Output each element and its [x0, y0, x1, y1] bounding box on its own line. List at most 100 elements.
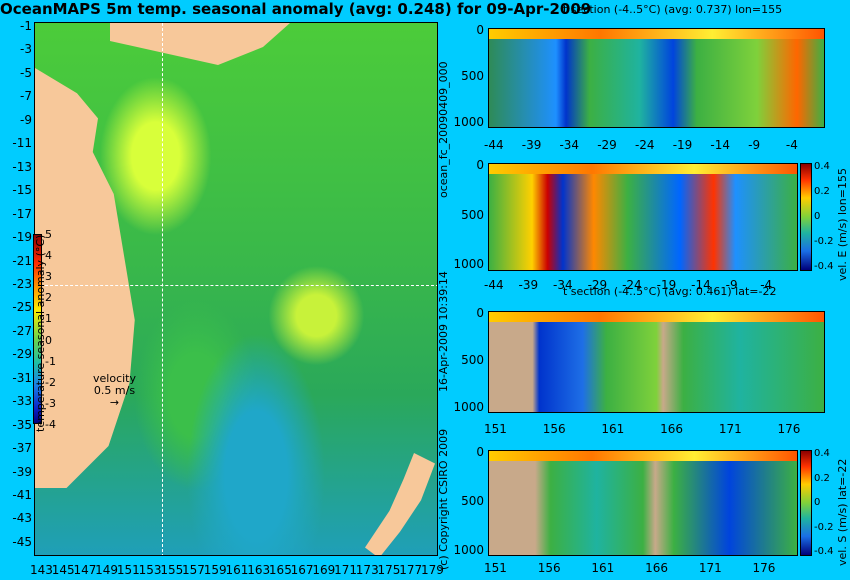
map-y-tick-label: -43 — [12, 511, 32, 526]
map-colorbar-tick-label: 5 — [45, 228, 52, 241]
map-y-tick-label: -41 — [12, 488, 32, 503]
section-x-tick-label: -44 — [484, 278, 504, 292]
section-x-tick-label: 161 — [601, 422, 625, 436]
section-title: t section (-4..5°C) (avg: 0.461) lat=-22 — [563, 285, 777, 298]
velocity-legend: velocity 0.5 m/s → — [93, 373, 136, 409]
map-colorbar-tick-label: 0 — [45, 333, 52, 347]
section-colorbar-tick-label: 0.2 — [814, 186, 830, 197]
section-colorbar-tick-label: -0.4 — [814, 546, 834, 557]
map-y-tick-label: -39 — [12, 464, 32, 479]
section-x-tick-label: 156 — [542, 422, 566, 436]
map-x-tick-label: 143 — [30, 563, 53, 577]
map-colorbar-tick-label: -1 — [45, 354, 56, 368]
section-colorbar-tick-label: -0.4 — [814, 261, 834, 272]
map-x-tick-label: 145 — [51, 563, 75, 577]
map-x-tick-label: 161 — [225, 563, 249, 577]
map-x-tick-label: 165 — [268, 563, 292, 577]
map-y-tick-label: -11 — [12, 136, 32, 151]
section-x-tick-label: -29 — [587, 278, 608, 292]
section-x-tick-label: 156 — [537, 561, 561, 575]
map-x-tick-label: 159 — [203, 563, 227, 577]
map-x-tick-label: 171 — [334, 563, 357, 577]
section-colorbar-label: vel. S (m/s) lat=-22 — [836, 458, 849, 566]
section-x-tick-label: -34 — [559, 138, 580, 152]
section-x-tick-label: -19 — [672, 138, 693, 152]
section-colorbar — [800, 450, 812, 556]
section-x-tick-label: -14 — [691, 278, 711, 292]
section-x-tick-label: -44 — [484, 138, 504, 152]
map-y-tick-label: -1 — [20, 19, 32, 33]
temperature-anomaly-map: velocity 0.5 m/s → — [34, 22, 438, 556]
map-x-tick-label: 147 — [73, 563, 97, 577]
map-x-tick-label: 167 — [290, 563, 314, 577]
section-panel-1 — [488, 28, 825, 128]
section-colorbar-tick-label: 0 — [814, 211, 821, 222]
section-x-tick-label: -39 — [521, 138, 542, 152]
map-title: OceanMAPS 5m temp. seasonal anomaly (avg… — [0, 0, 592, 18]
map-y-tick-label: -13 — [12, 159, 32, 174]
section-x-tick-label: -24 — [622, 278, 642, 292]
map-colorbar-label: temperature seasonal anomaly (°C) — [34, 234, 47, 432]
surface-band — [489, 451, 797, 461]
map-colorbar-tick-label: -3 — [45, 396, 56, 410]
section-colorbar-label: vel. E (m/s) lon=155 — [836, 168, 849, 281]
map-y-tick-label: -25 — [12, 300, 32, 315]
map-colorbar-tick-label: 2 — [45, 291, 52, 305]
map-y-tick-label: -33 — [12, 394, 32, 409]
section-y-tick-label: 1000 — [453, 399, 484, 414]
section-x-tick-label: -14 — [710, 138, 731, 152]
velocity-arrow-icon: → — [109, 396, 120, 409]
map-x-tick-label: 157 — [182, 563, 205, 577]
section-y-tick-label: 0 — [476, 445, 484, 459]
map-x-tick-label: 169 — [312, 563, 336, 577]
issue-label: 16-Apr-2009 10:39:14 — [437, 271, 450, 392]
section-x-tick-label: 176 — [752, 561, 776, 575]
section-x-tick-label: 176 — [777, 422, 801, 436]
section-y-tick-label: 500 — [461, 207, 484, 222]
map-x-tick-label: 177 — [399, 563, 423, 577]
section-x-tick-label: -29 — [597, 138, 617, 152]
surface-band — [489, 312, 824, 322]
section-x-tick-label: 151 — [484, 422, 507, 436]
section-x-tick-label: 151 — [484, 561, 507, 575]
section-x-tick-label: -39 — [518, 278, 539, 292]
velocity-value: 0.5 m/s — [93, 384, 136, 397]
section-x-tick-label: 166 — [645, 561, 669, 575]
section-panel-2 — [488, 163, 798, 271]
map-x-tick-label: 155 — [160, 563, 184, 577]
section-colorbar-tick-label: -0.2 — [814, 236, 834, 247]
map-y-tick-label: -19 — [12, 230, 32, 245]
map-y-tick-label: -5 — [20, 65, 32, 80]
lon-155-crosshair — [162, 23, 163, 555]
map-x-tick-label: 153 — [138, 563, 162, 577]
map-y-tick-label: -7 — [20, 89, 32, 104]
map-colorbar-tick-label: -2 — [45, 375, 56, 389]
map-y-tick-label: -29 — [12, 347, 32, 362]
section-x-tick-label: 166 — [660, 422, 684, 436]
section-x-tick-label: 171 — [698, 561, 722, 575]
section-panel-4 — [488, 450, 798, 556]
section-y-tick-label: 0 — [476, 306, 484, 320]
lat-22-crosshair — [35, 285, 437, 286]
section-x-tick-label: -9 — [748, 138, 761, 152]
map-colorbar-tick-label: 1 — [45, 312, 52, 326]
section-y-tick-label: 0 — [476, 23, 484, 37]
section-x-tick-label: -24 — [634, 138, 655, 152]
section-x-tick-label: -9 — [725, 278, 738, 292]
section-colorbar-tick-label: 0.4 — [814, 448, 830, 459]
map-colorbar-tick-label: -4 — [45, 418, 56, 431]
map-x-tick-label: 179 — [420, 563, 444, 577]
map-y-tick-label: -31 — [12, 370, 32, 385]
map-y-tick-label: -3 — [20, 42, 32, 57]
map-y-tick-label: -15 — [12, 183, 32, 198]
map-y-tick-label: -9 — [20, 112, 32, 127]
map-x-tick-label: 173 — [355, 563, 379, 577]
section-y-tick-label: 1000 — [453, 542, 484, 557]
section-y-tick-label: 500 — [461, 352, 484, 367]
section-colorbar-tick-label: 0.2 — [814, 472, 830, 484]
section-y-tick-label: 1000 — [453, 115, 484, 129]
section-x-tick-label: -4 — [760, 278, 773, 292]
map-y-tick-label: -27 — [12, 323, 32, 338]
map-x-tick-label: 163 — [247, 563, 271, 577]
velocity-label: velocity — [93, 372, 136, 385]
